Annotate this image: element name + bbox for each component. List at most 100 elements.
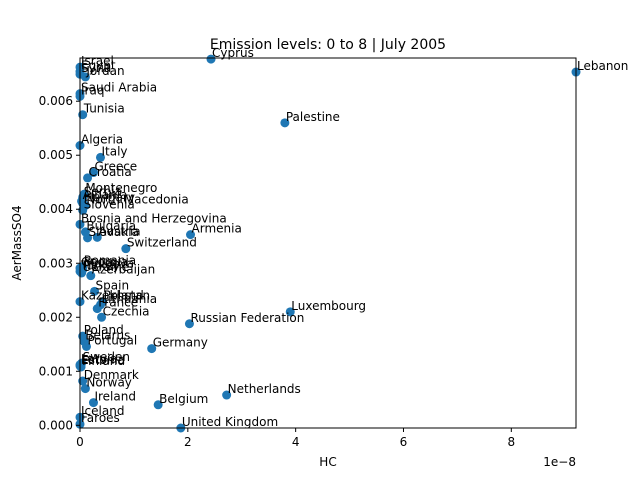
- data-point: [80, 384, 90, 394]
- data-label: Germany: [153, 336, 208, 350]
- data-label: Algeria: [81, 133, 123, 147]
- data-point: [153, 400, 163, 410]
- data-label: Denmark: [84, 368, 139, 382]
- data-label: North Macedonia: [86, 192, 188, 206]
- data-label: Estonia: [81, 353, 125, 367]
- data-label: Tunisia: [83, 102, 125, 116]
- data-label: Cyprus: [212, 46, 254, 60]
- data-point: [186, 230, 196, 240]
- data-label: Albania: [83, 188, 128, 202]
- data-point: [95, 152, 105, 162]
- data-label: Austria: [98, 224, 140, 238]
- data-label: Croatia: [89, 165, 132, 179]
- data-point: [76, 362, 86, 372]
- data-point: [280, 118, 290, 128]
- data-label: Faroes: [81, 411, 120, 425]
- data-label: Norway: [86, 376, 132, 390]
- data-label: Ukraine: [83, 260, 129, 274]
- data-point: [97, 312, 107, 322]
- data-label: Luxembourg: [291, 299, 366, 313]
- data-label: United Kingdom: [182, 415, 278, 429]
- data-label: Portugal: [87, 333, 137, 347]
- data-point: [88, 398, 98, 408]
- y-tick-label: 0.006: [39, 94, 73, 108]
- data-label: Bosnia and Herzegovina: [81, 211, 227, 225]
- data-point: [86, 271, 96, 281]
- data-label: France: [98, 296, 138, 310]
- data-point: [88, 168, 98, 178]
- y-tick-label: 0.003: [39, 256, 73, 270]
- y-tick-label: 0.002: [39, 310, 73, 324]
- x-tick-label: 8: [507, 435, 515, 449]
- data-label: Switzerland: [127, 236, 197, 250]
- data-point: [92, 304, 102, 314]
- x-axis-label: HC: [319, 455, 336, 469]
- y-axis-label: AerMassSO4: [10, 205, 24, 280]
- data-label: Azerbaijan: [92, 263, 155, 277]
- x-tick-label: 0: [76, 435, 84, 449]
- y-tick-label: 0.004: [39, 202, 73, 216]
- data-point: [222, 390, 232, 400]
- y-tick-label: 0.001: [39, 364, 73, 378]
- data-label: Palestine: [286, 110, 340, 124]
- data-label: Italy: [101, 144, 127, 158]
- data-label: Czechia: [103, 304, 150, 318]
- data-point: [80, 72, 90, 82]
- x-tick-label: 2: [184, 435, 192, 449]
- chart-title: Emission levels: 0 to 8 | July 2005: [210, 37, 446, 53]
- data-point: [121, 244, 131, 254]
- data-label: Ireland: [94, 390, 136, 404]
- data-point: [184, 319, 194, 329]
- data-label: Armenia: [192, 222, 242, 236]
- data-label: Greece: [94, 160, 137, 174]
- data-label: Belarus: [85, 329, 130, 343]
- data-label: Poland: [104, 289, 144, 303]
- data-label: Saudi Arabia: [81, 81, 157, 95]
- data-label: Lithuania: [101, 292, 157, 306]
- x-tick-label: 6: [400, 435, 408, 449]
- point-labels-layer: IsraelEgyptSyriaJordanCyprusLebanonSaudi…: [80, 46, 628, 429]
- data-label: Moldova: [84, 257, 134, 271]
- data-label: Finland: [82, 354, 125, 368]
- data-point: [147, 344, 157, 354]
- data-label: Montenegro: [85, 181, 157, 195]
- data-label: Serbia: [84, 184, 122, 198]
- data-point: [77, 268, 87, 278]
- data-point: [285, 307, 295, 317]
- data-point: [92, 232, 102, 242]
- data-point: [81, 341, 91, 351]
- x-axis-offset-label: 1e−8: [543, 455, 576, 469]
- data-label: Kazakhstan: [81, 289, 150, 303]
- data-label: Hungary: [84, 190, 135, 204]
- data-point: [83, 173, 93, 183]
- data-label: Turkey: [80, 258, 120, 272]
- data-label: Latvia: [81, 352, 118, 366]
- x-tick-label: 4: [292, 435, 300, 449]
- data-label: Jordan: [85, 64, 124, 78]
- data-label: Georgia: [81, 255, 128, 269]
- data-label: Romania: [84, 253, 136, 267]
- data-label: Lebanon: [577, 59, 628, 73]
- points-layer: [75, 54, 581, 433]
- data-point: [206, 54, 216, 64]
- data-label: Syria: [81, 61, 111, 75]
- data-label: Slovakia: [89, 225, 139, 239]
- data-label: Belgium: [159, 392, 208, 406]
- y-tick-label: 0.005: [39, 148, 73, 162]
- data-label: Russian Federation: [190, 311, 304, 325]
- data-label: Sweden: [83, 350, 130, 364]
- data-label: Spain: [96, 278, 130, 292]
- data-point: [90, 286, 100, 296]
- data-label: Netherlands: [228, 382, 301, 396]
- y-tick-label: 0.000: [39, 418, 73, 432]
- data-label: Slovenia: [84, 197, 135, 211]
- plot-area-frame: [79, 57, 577, 429]
- data-label: Egypt: [81, 59, 116, 73]
- data-label: Bulgaria: [86, 219, 136, 233]
- data-point: [83, 233, 93, 243]
- x-axis-ticks: 0 2 4 6 8: [76, 428, 515, 449]
- data-label: Iceland: [81, 404, 124, 418]
- data-label: Poland: [84, 323, 124, 337]
